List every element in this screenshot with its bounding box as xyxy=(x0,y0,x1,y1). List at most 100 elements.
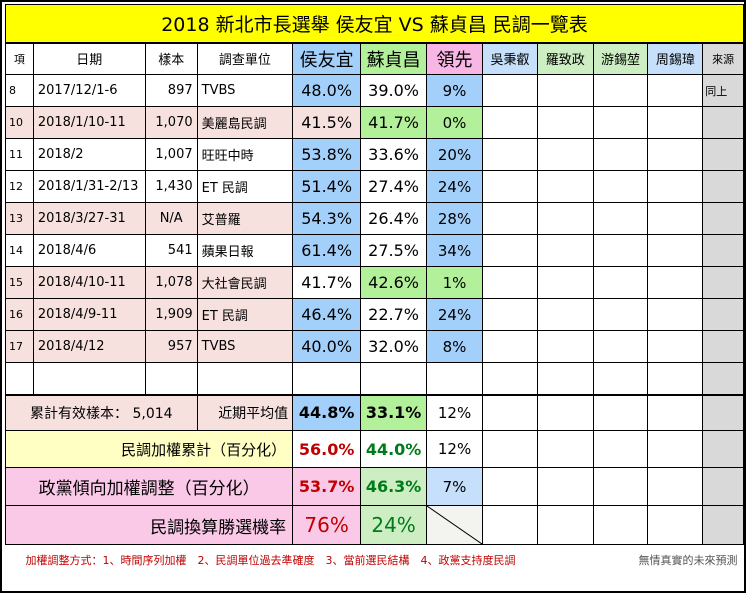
summary-recent-row: 累計有效樣本： 5,014 近期平均值 44.8% 33.1% 12% xyxy=(5,394,744,431)
row-unit: 旺旺中時 xyxy=(196,138,294,171)
table-row: 15 2018/4/10-11 1,078 大社會民調 41.7% 42.6% … xyxy=(5,266,744,299)
table-row-empty xyxy=(5,362,744,395)
row-hou: 41.7% xyxy=(292,266,362,299)
footer-method: 加權調整方式：1、時間序列加權 2、民調單位過去準確度 3、當前選民結構 4、政… xyxy=(25,553,516,567)
summary-win-lead-empty xyxy=(426,505,484,545)
row-su: 26.4% xyxy=(360,202,428,235)
header-wu: 吳秉叡 xyxy=(482,42,538,75)
table-row: 8 2017/12/1-6 897 TVBS 48.0% 39.0% 9% 同上 xyxy=(5,74,744,107)
row-lead: 20% xyxy=(426,138,484,171)
summary-win-su: 24% xyxy=(360,505,428,545)
summary-recent-label: 近期平均值 xyxy=(196,394,294,431)
row-lead: 8% xyxy=(426,330,484,363)
summary-weighted-su: 44.0% xyxy=(360,430,428,468)
row-date: 2018/2 xyxy=(32,138,146,171)
row-lead: 28% xyxy=(426,202,484,235)
table-row: 13 2018/3/27-31 N/A 艾普羅 54.3% 26.4% 28% xyxy=(5,202,744,235)
summary-weighted-lead: 12% xyxy=(426,430,484,468)
row-lead: 1% xyxy=(426,266,484,299)
row-unit: 蘋果日報 xyxy=(196,234,294,267)
row-su: 41.7% xyxy=(360,106,428,139)
header-idx: 項 xyxy=(5,42,34,75)
diagonal-slash-icon xyxy=(427,506,482,544)
row-source xyxy=(702,234,744,267)
row-hou: 48.0% xyxy=(292,74,362,107)
row-hou: 53.8% xyxy=(292,138,362,171)
summary-weighted-hou: 56.0% xyxy=(292,430,362,468)
row-su: 33.6% xyxy=(360,138,428,171)
row-unit: ET 民調 xyxy=(196,170,294,203)
header-date: 日期 xyxy=(32,42,146,75)
row-date: 2018/4/12 xyxy=(32,330,146,363)
row-source xyxy=(702,138,744,171)
row-sample: 1,078 xyxy=(144,266,198,299)
table-row: 12 2018/1/31-2/13 1,430 ET 民調 51.4% 27.4… xyxy=(5,170,744,203)
row-hou: 54.3% xyxy=(292,202,362,235)
row-source xyxy=(702,330,744,363)
table-row: 11 2018/2 1,007 旺旺中時 53.8% 33.6% 20% xyxy=(5,138,744,171)
row-unit: TVBS xyxy=(196,330,294,363)
row-idx: 8 xyxy=(5,74,34,107)
row-su: 39.0% xyxy=(360,74,428,107)
row-sample: 897 xyxy=(144,74,198,107)
row-date: 2017/12/1-6 xyxy=(32,74,146,107)
table-row: 10 2018/1/10-11 1,070 美麗島民調 41.5% 41.7% … xyxy=(5,106,744,139)
header-lo: 羅致政 xyxy=(536,42,594,75)
row-idx: 11 xyxy=(5,138,34,171)
summary-win-label: 民調換算勝選機率 xyxy=(4,505,294,545)
row-sample: 1,070 xyxy=(144,106,198,139)
row-lead: 9% xyxy=(426,74,484,107)
summary-recent-hou: 44.8% xyxy=(292,394,362,431)
row-su: 22.7% xyxy=(360,298,428,331)
row-hou: 40.0% xyxy=(292,330,362,363)
row-su: 27.5% xyxy=(360,234,428,267)
row-idx: 14 xyxy=(5,234,34,267)
row-lead: 24% xyxy=(426,170,484,203)
row-source xyxy=(702,202,744,235)
row-sample: 1,909 xyxy=(144,298,198,331)
footer-row: 加權調整方式：1、時間序列加權 2、民調單位過去準確度 3、當前選民結構 4、政… xyxy=(6,545,744,575)
header-unit: 調查單位 xyxy=(196,42,294,75)
row-sample: 1,430 xyxy=(144,170,198,203)
row-sample: 1,007 xyxy=(144,138,198,171)
row-su: 27.4% xyxy=(360,170,428,203)
row-hou: 61.4% xyxy=(292,234,362,267)
header-su: 蘇貞昌 xyxy=(360,42,428,75)
row-idx: 15 xyxy=(5,266,34,299)
summary-weighted-label: 民調加權累計（百分化） xyxy=(4,430,294,468)
row-source xyxy=(702,106,744,139)
poll-table: 2018 新北市長選舉 侯友宜 VS 蘇貞昌 民調一覽表 項 日期 樣本 調查單… xyxy=(4,4,744,575)
summary-party-su: 46.3% xyxy=(360,467,428,506)
row-date: 2018/4/6 xyxy=(32,234,146,267)
summary-weighted-row: 民調加權累計（百分化） 56.0% 44.0% 12% xyxy=(4,430,744,468)
table-title: 2018 新北市長選舉 侯友宜 VS 蘇貞昌 民調一覽表 xyxy=(5,4,744,44)
row-sample: 541 xyxy=(144,234,198,267)
row-su: 32.0% xyxy=(360,330,428,363)
row-date: 2018/3/27-31 xyxy=(32,202,146,235)
row-unit: TVBS xyxy=(196,74,294,107)
summary-recent-su: 33.1% xyxy=(360,394,428,431)
row-lead: 34% xyxy=(426,234,484,267)
row-unit: ET 民調 xyxy=(196,298,294,331)
header-chou: 周錫瑋 xyxy=(647,42,704,75)
row-unit: 美麗島民調 xyxy=(196,106,294,139)
row-unit: 艾普羅 xyxy=(196,202,294,235)
header-sample: 樣本 xyxy=(144,42,198,75)
row-date: 2018/1/10-11 xyxy=(32,106,146,139)
row-source xyxy=(702,298,744,331)
summary-party-row: 政黨傾向加權調整（百分化） 53.7% 46.3% 7% xyxy=(4,467,744,506)
row-source xyxy=(702,170,744,203)
row-lead: 24% xyxy=(426,298,484,331)
row-unit: 大社會民調 xyxy=(196,266,294,299)
summary-win-hou: 76% xyxy=(292,505,362,545)
row-idx: 17 xyxy=(5,330,34,363)
header-you: 游錫堃 xyxy=(592,42,649,75)
summary-sample-label: 累計有效樣本： xyxy=(30,405,129,422)
header-source: 來源 xyxy=(702,42,744,75)
row-hou: 51.4% xyxy=(292,170,362,203)
row-lead: 0% xyxy=(426,106,484,139)
row-date: 2018/4/9-11 xyxy=(32,298,146,331)
summary-party-hou: 53.7% xyxy=(292,467,362,506)
row-idx: 12 xyxy=(5,170,34,203)
